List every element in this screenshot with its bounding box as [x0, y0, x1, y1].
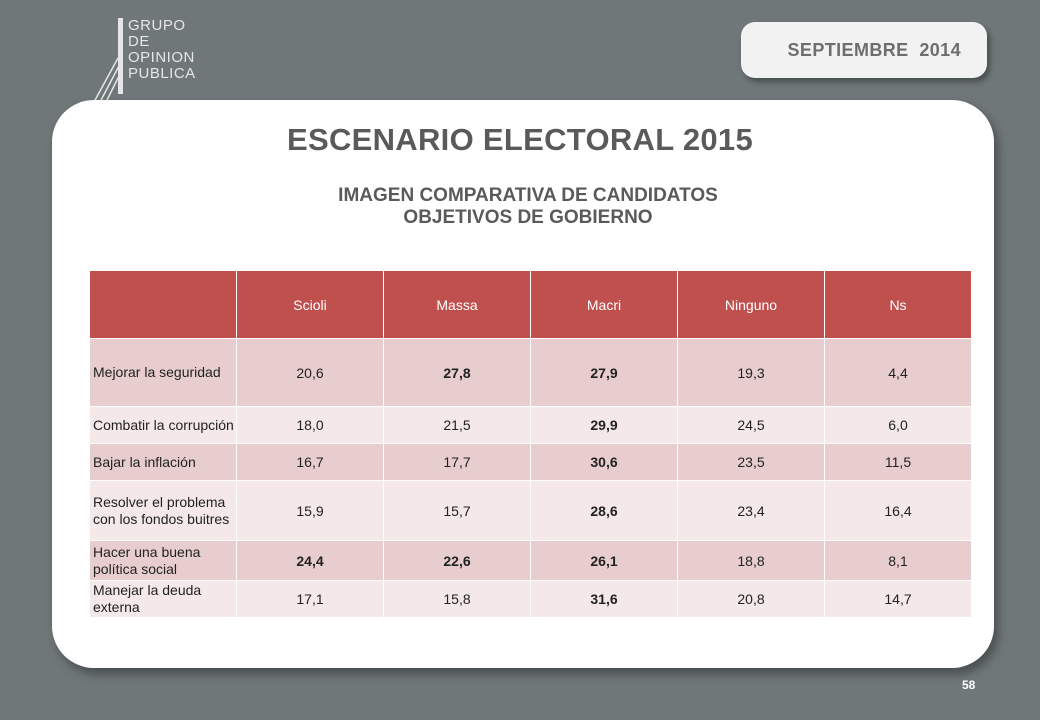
subtitle-line-2: OBJETIVOS DE GOBIERNO	[403, 207, 653, 228]
table-cell: 23,4	[677, 480, 825, 541]
row-label: Resolver el problema con los fondos buit…	[89, 480, 237, 541]
table-cell: 18,0	[236, 406, 384, 444]
page-number: 58	[962, 678, 976, 692]
table-row: Hacer una buena política social 24,4 22,6 2…	[89, 540, 972, 581]
table-cell: 22,6	[383, 540, 531, 581]
logo-line: OPINION	[128, 49, 195, 66]
candidates-table: Scioli Massa Macri Ninguno Ns Mejorar la seg…	[89, 270, 972, 618]
table-cell: 16,7	[236, 443, 384, 481]
logo: GRUPO DE OPINION PUBLICA	[92, 14, 212, 104]
header-cell: Scioli	[236, 270, 384, 339]
header-cell: Ns	[824, 270, 972, 339]
table-cell: 20,6	[236, 338, 384, 407]
table-cell: 11,5	[824, 443, 972, 481]
table-cell: 16,4	[824, 480, 972, 541]
header-cell: Macri	[530, 270, 678, 339]
table-cell: 15,8	[383, 580, 531, 618]
header-cell-empty	[89, 270, 237, 339]
table-row: Bajar la inflación 16,7 17,7 30,6 23,5 11,5	[89, 443, 972, 481]
header-cell: Massa	[383, 270, 531, 339]
logo-line: GRUPO	[128, 17, 186, 34]
table-cell: 20,8	[677, 580, 825, 618]
table-cell: 18,8	[677, 540, 825, 581]
table-cell: 21,5	[383, 406, 531, 444]
table-cell: 31,6	[530, 580, 678, 618]
table-cell: 27,9	[530, 338, 678, 407]
table-cell: 28,6	[530, 480, 678, 541]
row-label: Hacer una buena política social	[89, 540, 237, 581]
table-row: Resolver el problema con los fondos buit…	[89, 480, 972, 541]
table-cell: 29,9	[530, 406, 678, 444]
table-cell: 8,1	[824, 540, 972, 581]
logo-line: DE	[128, 33, 150, 50]
table-row: Manejar la deuda externa 17,1 15,8 31,6 20,8…	[89, 580, 972, 618]
table-cell: 27,8	[383, 338, 531, 407]
logo-mark-icon	[93, 18, 123, 103]
row-label: Manejar la deuda externa	[89, 580, 237, 618]
table-body: Mejorar la seguridad 20,6 27,8 27,9 19,3 4,4 …	[89, 338, 972, 618]
table-cell: 6,0	[824, 406, 972, 444]
table-row: Combatir la corrupción 18,0 21,5 29,9 24,5 6,…	[89, 406, 972, 444]
page-subtitle: IMAGEN COMPARATIVA DE CANDIDATOS OBJETIV…	[0, 185, 1040, 229]
table-cell: 17,1	[236, 580, 384, 618]
logo-line: PUBLICA	[128, 65, 196, 82]
table-cell: 4,4	[824, 338, 972, 407]
table-cell: 15,9	[236, 480, 384, 541]
row-label: Combatir la corrupción	[89, 406, 237, 444]
subtitle-line-1: IMAGEN COMPARATIVA DE CANDIDATOS	[338, 185, 718, 206]
table-cell: 19,3	[677, 338, 825, 407]
table-cell: 14,7	[824, 580, 972, 618]
row-label: Mejorar la seguridad	[89, 338, 237, 407]
table-cell: 30,6	[530, 443, 678, 481]
table-cell: 24,4	[236, 540, 384, 581]
table-cell: 23,5	[677, 443, 825, 481]
table-row: Mejorar la seguridad 20,6 27,8 27,9 19,3 4,4	[89, 338, 972, 407]
table-cell: 26,1	[530, 540, 678, 581]
table-cell: 15,7	[383, 480, 531, 541]
page-title: ESCENARIO ELECTORAL 2015	[286, 122, 753, 157]
table-header-row: Scioli Massa Macri Ninguno Ns	[89, 270, 972, 339]
table-cell: 24,5	[677, 406, 825, 444]
date-badge-label: SEPTIEMBRE 2014	[787, 39, 961, 60]
table-cell: 17,7	[383, 443, 531, 481]
row-label: Bajar la inflación	[89, 443, 237, 481]
date-badge: SEPTIEMBRE 2014	[741, 22, 987, 78]
logo-text: GRUPO DE OPINION PUBLICA	[128, 18, 196, 82]
header-cell: Ninguno	[677, 270, 825, 339]
